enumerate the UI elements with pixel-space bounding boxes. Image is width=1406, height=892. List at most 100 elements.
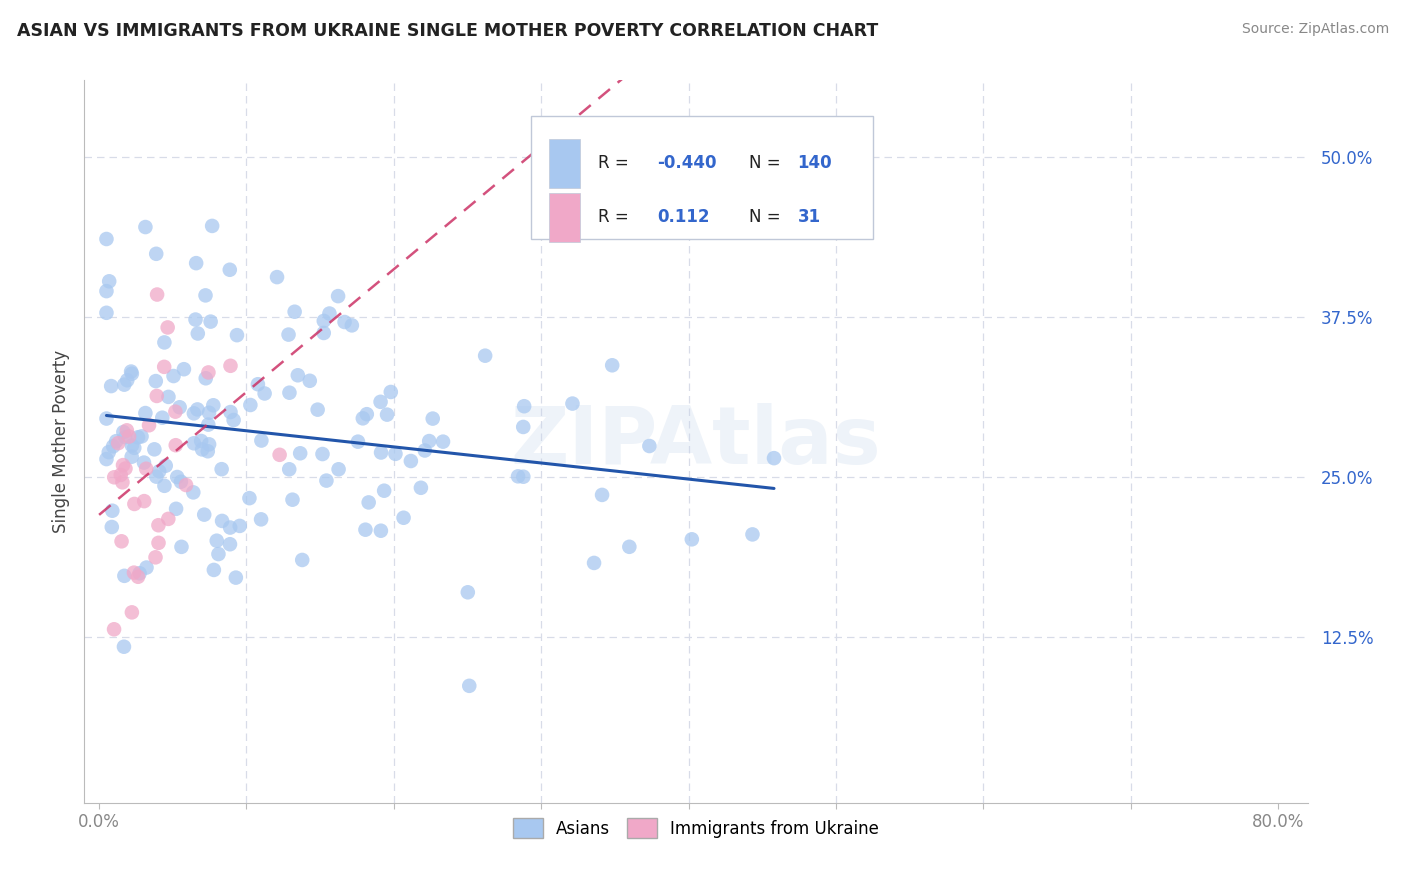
Point [384, 447, 406, 461]
Point [506, 469, 529, 483]
Point [148, 464, 170, 478]
Point [198, 437, 221, 451]
Point [370, 394, 392, 409]
Point [194, 288, 217, 302]
Point [328, 462, 350, 476]
Point [135, 560, 157, 574]
Point [155, 458, 177, 473]
Point [114, 430, 136, 444]
Point [284, 304, 307, 318]
Point [200, 315, 222, 329]
Point [121, 438, 143, 452]
Point [347, 434, 370, 449]
Point [207, 547, 229, 561]
Point [184, 312, 207, 326]
Point [269, 448, 291, 462]
Point [250, 434, 273, 448]
Point [277, 327, 299, 342]
Y-axis label: Single Mother Poverty: Single Mother Poverty [52, 350, 70, 533]
Point [110, 467, 132, 482]
Point [145, 469, 167, 483]
Point [197, 366, 219, 380]
Point [638, 439, 661, 453]
Point [512, 469, 534, 483]
Point [101, 504, 124, 518]
Point [370, 524, 392, 538]
Point [169, 401, 191, 415]
Point [226, 328, 249, 343]
Point [600, 359, 623, 373]
Point [138, 418, 160, 433]
Point [619, 540, 641, 554]
Point [165, 405, 187, 419]
Point [124, 441, 146, 455]
Point [375, 408, 398, 422]
Point [114, 461, 136, 475]
Point [278, 462, 301, 476]
Point [134, 406, 156, 420]
Point [124, 497, 146, 511]
Point [162, 369, 184, 384]
Point [315, 474, 337, 488]
Point [290, 446, 312, 460]
Point [186, 256, 208, 270]
Point [399, 454, 422, 468]
Point [370, 445, 392, 459]
Point [97, 445, 120, 459]
Point [191, 442, 214, 457]
Point [170, 540, 193, 554]
Point [165, 501, 187, 516]
Point [458, 679, 481, 693]
Point [741, 527, 763, 541]
Point [146, 389, 169, 403]
Point [111, 458, 134, 472]
Point [121, 606, 143, 620]
Point [298, 374, 321, 388]
Point [96, 452, 118, 467]
Point [278, 385, 301, 400]
Point [311, 447, 333, 461]
Point [291, 553, 314, 567]
Point [457, 585, 479, 599]
Point [96, 284, 118, 298]
Point [181, 485, 204, 500]
Point [157, 512, 180, 526]
Point [357, 495, 380, 509]
Point [312, 326, 335, 340]
Text: 0.112: 0.112 [657, 208, 709, 227]
Point [132, 456, 155, 470]
Point [170, 475, 193, 489]
Point [202, 398, 225, 412]
Point [117, 373, 139, 387]
Point [103, 622, 125, 636]
Text: N =: N = [748, 208, 786, 227]
Point [131, 429, 153, 443]
Point [135, 461, 157, 475]
Point [103, 470, 125, 484]
Point [194, 371, 217, 385]
Text: R =: R = [598, 154, 634, 172]
Point [145, 550, 167, 565]
Point [187, 326, 209, 341]
Point [127, 430, 149, 444]
Point [112, 377, 135, 392]
Point [202, 563, 225, 577]
Point [219, 405, 242, 419]
Point [373, 483, 395, 498]
Text: -0.440: -0.440 [657, 154, 716, 172]
Point [174, 478, 197, 492]
Point [145, 247, 167, 261]
Point [392, 510, 415, 524]
Point [134, 494, 156, 508]
Point [128, 566, 150, 581]
Point [250, 512, 273, 526]
Point [115, 423, 138, 437]
Point [512, 420, 534, 434]
Point [225, 571, 247, 585]
Point [201, 219, 224, 233]
Point [105, 434, 128, 449]
Point [96, 306, 118, 320]
Point [173, 362, 195, 376]
Point [148, 518, 170, 533]
Point [228, 519, 250, 533]
